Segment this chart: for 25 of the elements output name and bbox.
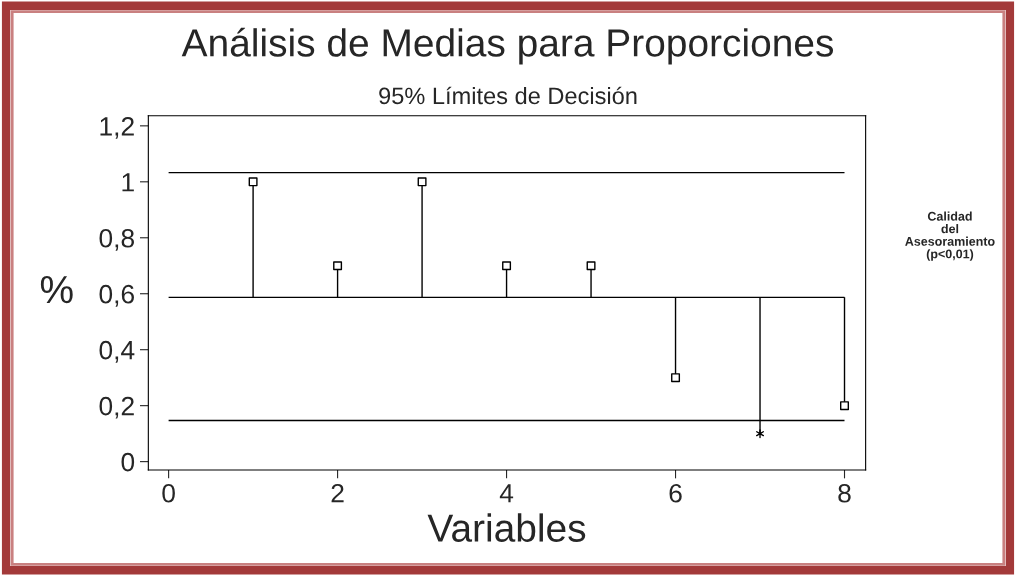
text: Calidad del Asesoramiento (p<0,01): [905, 211, 995, 261]
y-tick-label: 1,2: [100, 116, 134, 139]
point: [840, 401, 850, 411]
point: [586, 261, 596, 271]
x-tick-label: 0: [162, 483, 175, 503]
point: [671, 373, 681, 383]
y-tick-label: 0,6: [99, 284, 134, 307]
y-tick-label: 1: [122, 173, 134, 192]
point: [333, 261, 343, 271]
y-tick-label: 0,8: [99, 228, 134, 251]
chart-subtitle: 95% Límites de Decisión: [379, 86, 637, 105]
x-axis-title: Variables: [427, 513, 586, 542]
y-tick-label: 0: [121, 452, 135, 472]
chart-title: Análisis de Medias para Proporciones: [181, 27, 834, 65]
y-tick-label: 0,4: [99, 340, 135, 363]
y-axis-title: %: [40, 275, 73, 304]
x-tick-label: 4: [499, 484, 514, 503]
point: [502, 261, 512, 271]
x-tick-label: 2: [331, 483, 344, 503]
x-tick-label: 6: [669, 483, 682, 503]
x-tick-label: 8: [838, 483, 851, 503]
point: [756, 429, 765, 439]
point: [417, 177, 427, 187]
y-tick-label: 0,2: [99, 396, 134, 419]
point: [248, 177, 258, 187]
